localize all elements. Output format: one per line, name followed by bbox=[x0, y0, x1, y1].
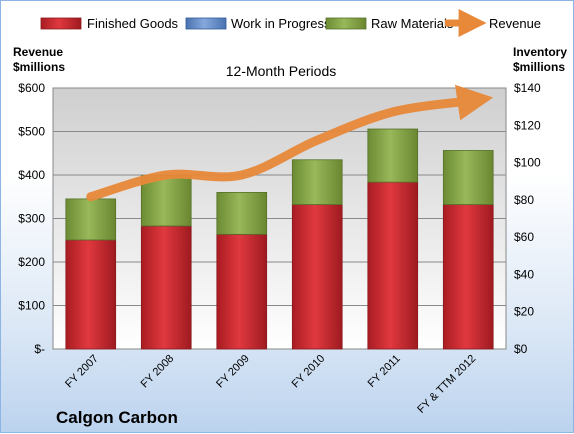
bar-finished-goods bbox=[367, 181, 419, 350]
legend-label-work-in-progress: Work in Progress bbox=[231, 16, 331, 31]
left-tick-label: $- bbox=[34, 342, 45, 356]
legend: Finished Goods Work in Progress Raw Mate… bbox=[40, 9, 541, 37]
legend-label-raw-materials: Raw Materials bbox=[371, 16, 454, 31]
category-label: FY 2007 bbox=[63, 353, 101, 391]
right-tick-label: $60 bbox=[514, 230, 534, 244]
bar-raw-materials bbox=[291, 159, 343, 205]
right-tick-label: $120 bbox=[514, 118, 541, 132]
right-tick-label: $80 bbox=[514, 193, 534, 207]
bar-raw-materials bbox=[367, 128, 419, 183]
right-axis-ticks: $0 $20 $40 $60 $80 $100 $120 $140 bbox=[514, 81, 541, 356]
bar-raw-materials bbox=[216, 191, 268, 235]
category-label: FY 2010 bbox=[290, 353, 328, 391]
bar-finished-goods bbox=[65, 239, 117, 350]
left-tick-label: $400 bbox=[18, 168, 45, 182]
left-tick-label: $200 bbox=[18, 255, 45, 269]
right-tick-label: $20 bbox=[514, 305, 534, 319]
gridlines bbox=[53, 131, 506, 306]
category-label: FY & TTM 2012 bbox=[415, 353, 478, 416]
left-tick-label: $500 bbox=[18, 125, 45, 139]
chart-subtitle: 12-Month Periods bbox=[226, 63, 337, 79]
left-tick-label: $300 bbox=[18, 212, 45, 226]
bar-raw-materials bbox=[65, 198, 117, 241]
left-axis-ticks: $- $100 $200 $300 $400 $500 $600 bbox=[18, 81, 45, 356]
left-axis-title-line2: $millions bbox=[13, 60, 65, 74]
category-label: FY 2009 bbox=[214, 353, 252, 391]
bars bbox=[65, 128, 494, 350]
bar-finished-goods bbox=[442, 204, 494, 350]
bar-finished-goods bbox=[216, 233, 268, 350]
left-tick-label: $100 bbox=[18, 299, 45, 313]
revenue-line bbox=[86, 84, 494, 202]
legend-label-revenue: Revenue bbox=[489, 16, 541, 31]
right-tick-label: $0 bbox=[514, 342, 528, 356]
category-label: FY 2011 bbox=[366, 353, 403, 390]
left-axis-title-line1: Revenue bbox=[13, 45, 63, 59]
category-label: FY 2008 bbox=[139, 353, 177, 391]
left-tick-label: $600 bbox=[18, 81, 45, 95]
bar-raw-materials bbox=[442, 150, 494, 205]
legend-swatch-finished-goods bbox=[40, 17, 82, 30]
bar-finished-goods bbox=[291, 204, 343, 350]
bar-finished-goods bbox=[140, 225, 192, 350]
legend-swatch-raw-materials bbox=[325, 17, 367, 30]
right-tick-label: $100 bbox=[514, 156, 541, 170]
right-tick-label: $140 bbox=[514, 81, 541, 95]
right-tick-label: $40 bbox=[514, 267, 534, 281]
right-axis-title-line2: $millions bbox=[513, 60, 565, 74]
company-name: Calgon Carbon bbox=[56, 408, 178, 427]
category-labels: FY 2007 FY 2008 FY 2009 FY 2010 FY 2011 FY & … bbox=[63, 353, 478, 416]
legend-swatch-work-in-progress bbox=[185, 17, 227, 30]
legend-label-finished-goods: Finished Goods bbox=[87, 16, 179, 31]
bar-raw-materials bbox=[140, 175, 192, 227]
right-axis-title-line1: Inventory bbox=[513, 45, 567, 59]
revenue-series bbox=[86, 84, 494, 202]
